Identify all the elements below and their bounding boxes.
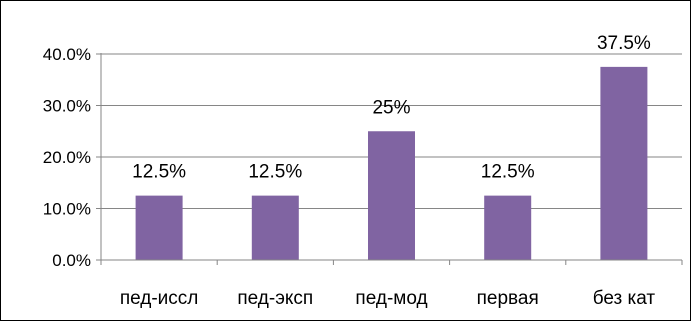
- y-tick-label: 10.0%: [43, 200, 91, 219]
- y-tick-label: 30.0%: [43, 97, 91, 116]
- category-label: пед-мод: [355, 288, 427, 309]
- bar: [135, 195, 183, 260]
- data-label: 12.5%: [132, 162, 186, 183]
- category-label: пед-эксп: [237, 288, 313, 309]
- y-tick-label: 20.0%: [43, 148, 91, 167]
- bars: [135, 66, 648, 260]
- bar: [600, 66, 648, 260]
- bar: [251, 195, 299, 260]
- category-label: первая: [477, 288, 539, 309]
- bar: [368, 131, 415, 260]
- bar: [484, 195, 532, 260]
- data-label: 25%: [372, 97, 410, 118]
- axes: [96, 53, 683, 265]
- data-label: 37.5%: [597, 33, 651, 54]
- category-label: без кат: [593, 288, 656, 309]
- labels: 0.0% 10.0% 20.0% 30.0% 40.0% 12.5% пед-иссл 12.…: [43, 33, 656, 309]
- y-tick-label: 0.0%: [52, 251, 91, 270]
- category-label: пед-иссл: [120, 288, 199, 309]
- data-label: 12.5%: [248, 162, 302, 183]
- y-tick-label: 40.0%: [43, 45, 91, 64]
- data-label: 12.5%: [481, 162, 535, 183]
